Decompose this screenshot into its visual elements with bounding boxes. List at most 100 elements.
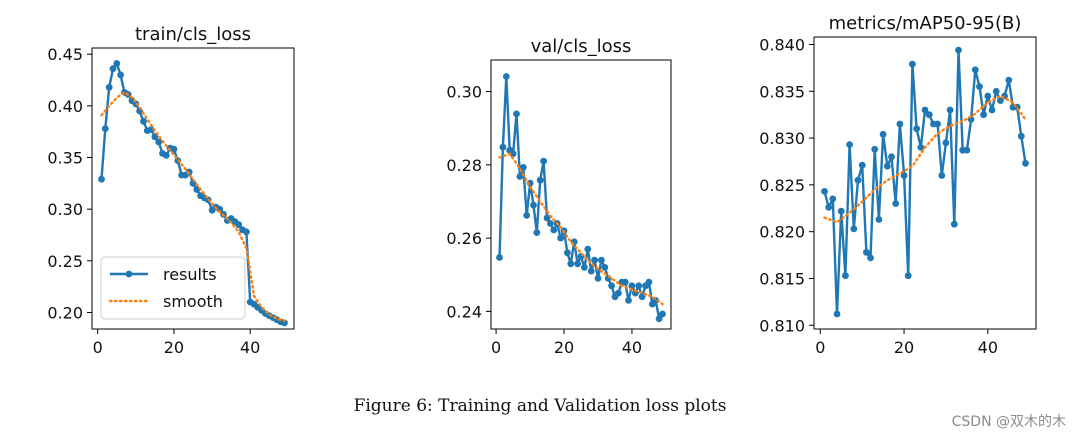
y-tick-label: 0.26 [446,229,482,248]
data-point [821,188,828,195]
data-point [896,120,904,128]
y-tick-label: 0.45 [47,45,83,64]
data-point [598,256,605,264]
y-tick-label: 0.830 [759,129,805,148]
y-tick-label: 0.25 [47,252,83,271]
data-point [615,289,622,297]
data-point [900,172,908,179]
data-point [963,146,971,154]
data-point [594,275,602,282]
axes-frame [813,36,1037,330]
data-point [829,195,837,203]
data-point [581,264,588,271]
data-point [147,126,155,133]
y-tick-label: 0.20 [47,303,83,322]
data-point [842,272,849,280]
data-point [879,130,887,138]
data-point [550,226,558,234]
data-point [117,71,124,79]
data-point [997,97,1004,104]
y-tick-label: 0.30 [47,200,83,219]
data-point [938,172,946,179]
data-point [533,229,541,237]
y-tick-label: 0.24 [446,302,482,321]
data-point [925,111,933,119]
data-point [867,254,874,262]
data-point [557,234,564,242]
data-point [837,207,845,215]
figure-canvas: train/cls_loss 0 20 40 0.20 0.25 0.30 0.35 0.40 0… [47,13,1037,357]
data-point [917,144,925,151]
data-point [850,225,858,233]
figure-caption: Figure 6: Training and Validation loss p… [353,396,727,416]
data-point [1017,132,1025,140]
axes-frame [490,59,672,330]
data-point [564,249,571,257]
data-point [543,214,551,222]
data-point [584,245,592,253]
data-point [955,46,962,54]
data-point [101,125,109,132]
y-tick-label: 0.825 [759,176,805,195]
y-tick-label: 0.30 [446,83,482,102]
chart-1: train/cls_loss 0 20 40 0.20 0.25 0.30 0.35 0.40 0… [47,24,295,357]
data-point [858,161,866,169]
data-point [909,60,916,68]
data-point [496,254,503,261]
x-tick-label: 40 [622,338,642,357]
data-point [499,143,507,151]
y-tick-label: 0.835 [759,82,805,101]
axes-frame [91,47,295,330]
x-tick-label: 40 [978,338,998,357]
data-point [193,186,201,193]
data-point [98,175,105,183]
series-line-smooth [823,94,1027,224]
data-point [950,220,958,228]
x-tick-label: 0 [815,338,825,357]
y-tick-label: 0.810 [759,316,805,335]
x-tick-label: 0 [93,338,103,357]
data-point [1022,159,1029,167]
data-point [971,66,979,74]
x-tick-label: 20 [554,338,574,357]
data-point [913,125,920,133]
data-point [513,110,520,118]
data-point [638,293,646,301]
y-tick-label: 0.35 [47,149,83,168]
chart-title: train/cls_loss [135,24,251,45]
legend-marker-results [125,270,133,278]
data-point [530,201,537,209]
data-point [655,315,663,323]
data-point [988,106,996,114]
data-point [854,176,862,184]
legend-label-smooth: smooth [163,292,223,311]
data-point [536,176,544,184]
x-tick-label: 0 [491,338,501,357]
chart-title: metrics/mAP50-95(B) [829,13,1022,34]
data-point [825,203,833,211]
y-tick-label: 0.28 [446,156,482,175]
legend: results smooth [100,256,246,320]
chart-3: metrics/mAP50-95(B) 0 20 40 0.810 0.815 0.820 0… [759,13,1037,357]
data-point [621,278,629,286]
series-line-smooth [100,90,286,322]
chart-title: val/cls_loss [531,36,632,57]
data-point [934,120,941,128]
data-point [509,150,517,158]
data-point [875,216,883,223]
x-tick-label: 20 [894,338,914,357]
data-point [151,133,159,141]
data-point [587,267,595,275]
data-point [921,106,929,114]
data-point [591,256,598,264]
data-point [243,228,250,236]
data-point [235,221,243,229]
data-point [976,83,983,90]
y-tick-label: 0.820 [759,223,805,242]
data-point [946,106,954,114]
data-point [980,111,987,119]
data-point [601,264,609,271]
data-point [645,278,653,286]
chart-2: val/cls_loss 0 20 40 0.24 0.26 0.28 0.30 [446,36,672,357]
data-point [574,260,581,268]
